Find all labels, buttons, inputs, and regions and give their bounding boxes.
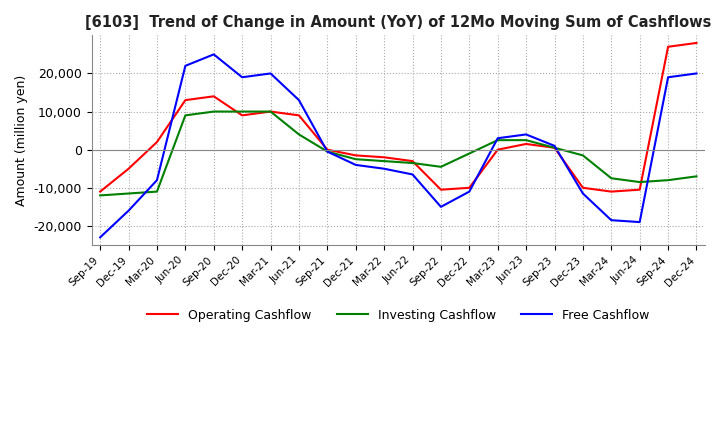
Operating Cashflow: [465, 185, 474, 191]
Free Cashflow: [181, 63, 189, 69]
Investing Cashflow: [380, 158, 389, 164]
Operating Cashflow: [96, 189, 104, 194]
Investing Cashflow: [181, 113, 189, 118]
Operating Cashflow: [664, 44, 672, 49]
Operating Cashflow: [153, 139, 161, 145]
Free Cashflow: [96, 235, 104, 240]
Operating Cashflow: [238, 113, 246, 118]
Investing Cashflow: [153, 189, 161, 194]
Investing Cashflow: [210, 109, 218, 114]
Operating Cashflow: [493, 147, 502, 152]
Operating Cashflow: [408, 158, 417, 164]
Free Cashflow: [210, 52, 218, 57]
Free Cashflow: [323, 149, 332, 154]
Free Cashflow: [465, 189, 474, 194]
Investing Cashflow: [493, 138, 502, 143]
Free Cashflow: [238, 75, 246, 80]
Operating Cashflow: [692, 40, 701, 46]
Investing Cashflow: [692, 174, 701, 179]
Operating Cashflow: [635, 187, 644, 192]
Y-axis label: Amount (million yen): Amount (million yen): [15, 74, 28, 206]
Operating Cashflow: [579, 185, 588, 191]
Investing Cashflow: [635, 180, 644, 185]
Free Cashflow: [380, 166, 389, 171]
Operating Cashflow: [266, 109, 275, 114]
Free Cashflow: [522, 132, 531, 137]
Operating Cashflow: [550, 145, 559, 150]
Investing Cashflow: [522, 138, 531, 143]
Operating Cashflow: [125, 166, 133, 171]
Investing Cashflow: [96, 193, 104, 198]
Investing Cashflow: [266, 109, 275, 114]
Operating Cashflow: [323, 147, 332, 152]
Operating Cashflow: [351, 153, 360, 158]
Free Cashflow: [692, 71, 701, 76]
Free Cashflow: [153, 177, 161, 183]
Free Cashflow: [436, 204, 445, 209]
Investing Cashflow: [238, 109, 246, 114]
Investing Cashflow: [436, 164, 445, 169]
Operating Cashflow: [294, 113, 303, 118]
Investing Cashflow: [607, 176, 616, 181]
Free Cashflow: [550, 143, 559, 149]
Free Cashflow: [351, 162, 360, 168]
Operating Cashflow: [436, 187, 445, 192]
Investing Cashflow: [550, 145, 559, 150]
Investing Cashflow: [125, 191, 133, 196]
Free Cashflow: [294, 98, 303, 103]
Line: Investing Cashflow: Investing Cashflow: [100, 112, 696, 195]
Investing Cashflow: [664, 177, 672, 183]
Operating Cashflow: [181, 98, 189, 103]
Investing Cashflow: [465, 151, 474, 156]
Free Cashflow: [266, 71, 275, 76]
Operating Cashflow: [522, 141, 531, 147]
Investing Cashflow: [408, 160, 417, 165]
Title: [6103]  Trend of Change in Amount (YoY) of 12Mo Moving Sum of Cashflows: [6103] Trend of Change in Amount (YoY) o…: [85, 15, 711, 30]
Line: Free Cashflow: Free Cashflow: [100, 55, 696, 237]
Free Cashflow: [607, 217, 616, 223]
Free Cashflow: [664, 75, 672, 80]
Free Cashflow: [408, 172, 417, 177]
Line: Operating Cashflow: Operating Cashflow: [100, 43, 696, 191]
Operating Cashflow: [380, 154, 389, 160]
Free Cashflow: [493, 136, 502, 141]
Investing Cashflow: [579, 153, 588, 158]
Free Cashflow: [579, 191, 588, 196]
Investing Cashflow: [351, 157, 360, 162]
Legend: Operating Cashflow, Investing Cashflow, Free Cashflow: Operating Cashflow, Investing Cashflow, …: [142, 304, 654, 327]
Investing Cashflow: [323, 149, 332, 154]
Free Cashflow: [635, 220, 644, 225]
Free Cashflow: [125, 208, 133, 213]
Investing Cashflow: [294, 132, 303, 137]
Operating Cashflow: [607, 189, 616, 194]
Operating Cashflow: [210, 94, 218, 99]
